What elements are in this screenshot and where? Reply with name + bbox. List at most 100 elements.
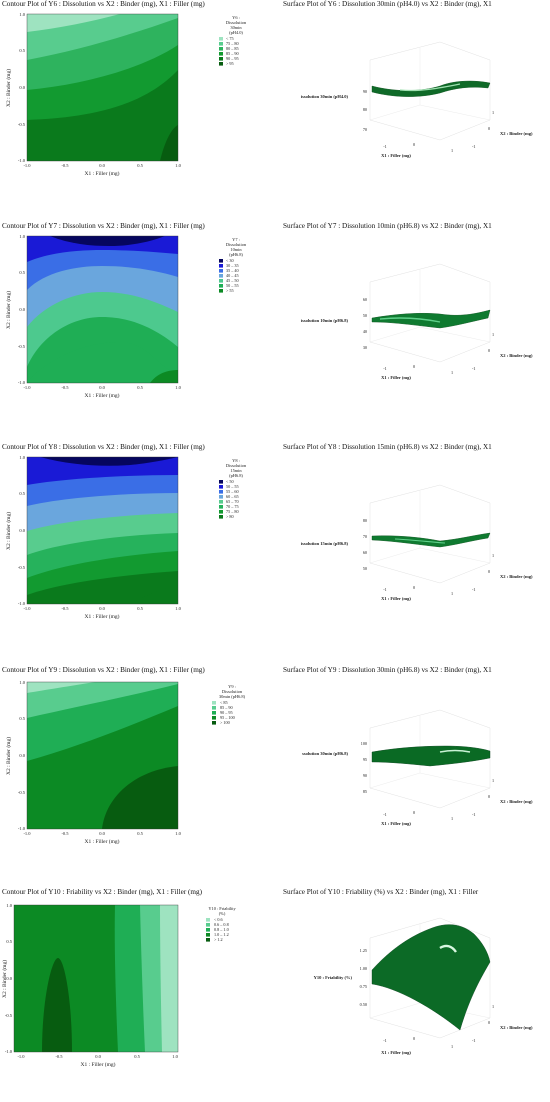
contour-band-gt-95 — [160, 125, 178, 161]
surface-y-tick: 1 — [492, 553, 494, 558]
surface-y-tick: 0 — [488, 126, 490, 131]
x-tick: -1.0 — [23, 831, 31, 836]
panel-y10-graphics: 1.0 0.5 0.0 -0.5 -1.0 -1.0 -0.5 0.0 0.5 … — [1, 903, 533, 1068]
surface-z-label: issolution 30min (pH4.0) — [301, 94, 349, 99]
legend-item-label: < 0.6 — [214, 917, 223, 922]
y-tick: -1.0 — [5, 1049, 13, 1054]
x-tick: 1.0 — [175, 606, 181, 611]
surface-plot — [369, 41, 491, 141]
legend-title-line: Y9 : — [228, 684, 236, 689]
surface-z-ticks: 100 95 90 85 — [361, 741, 367, 794]
surface-mesh — [371, 309, 491, 329]
panel-y8-graphics: 1.0 0.5 0.0 -0.5 -1.0 -1.0 -0.5 0.0 0.5 … — [5, 455, 533, 620]
surface-y-label: X2 : Binder (mg) — [500, 131, 533, 136]
surface-x-label: X1 : Filler (mg) — [381, 375, 411, 380]
legend-item-label: 30 – 35 — [226, 263, 239, 268]
surface-floor-grid — [369, 547, 491, 564]
surface-mesh — [371, 924, 491, 1031]
legend-swatch — [219, 490, 223, 494]
surface-y-ticks: 1 0 -1 — [472, 332, 494, 371]
legend-item-label: 55 – 60 — [226, 489, 239, 494]
surface-x-ticks: -1 0 1 — [383, 810, 453, 821]
surface-highlight — [379, 317, 441, 323]
x-tick: 0.0 — [99, 385, 105, 390]
surface-title: Surface Plot of Y10 : Friability (%) vs … — [283, 888, 479, 896]
surface-plot — [369, 263, 491, 363]
legend-item-label: 40 – 45 — [226, 273, 239, 278]
surface-x-label: X1 : Filler (mg) — [381, 153, 411, 158]
legend-item-label: 65 – 70 — [226, 499, 239, 504]
contour-band-lt-75 — [27, 14, 120, 32]
y-tick: -0.5 — [18, 344, 26, 349]
surface-y-tick: 1 — [492, 110, 494, 115]
legend-item-label: > 95 — [226, 61, 234, 66]
z-tick: 100 — [361, 741, 367, 746]
surface-y-tick: 0 — [488, 348, 490, 353]
legend-title-line: 30min — [230, 25, 242, 30]
surface-x-tick: 1 — [451, 591, 453, 596]
legend-item-label: 90 – 95 — [220, 710, 233, 715]
legend-swatch — [212, 721, 216, 725]
contour-plot — [13, 904, 179, 1053]
legend-item-label: 0.8 – 1.0 — [214, 927, 229, 932]
contour-plot — [26, 456, 179, 605]
legend-item-label: 85 – 90 — [220, 705, 233, 710]
y-tick: 0.5 — [19, 48, 25, 53]
contour-frame — [26, 235, 179, 384]
surface-y-ticks: 1 0 -1 — [472, 553, 494, 592]
surface-title: Surface Plot of Y9 : Dissolution 30min (… — [283, 666, 492, 674]
panel-y9-graphics: 1.0 0.5 0.0 -0.5 -1.0 -1.0 -0.5 0.0 0.5 … — [5, 680, 533, 845]
z-tick: 1.25 — [360, 948, 367, 953]
legend-item-label: > 80 — [226, 514, 234, 519]
y-ticks: 1.0 0.5 0.0 -0.5 -1.0 — [18, 680, 26, 831]
surface-plot — [369, 917, 491, 1039]
legend-swatch — [219, 62, 223, 66]
legend-swatch — [219, 42, 223, 46]
x-tick: 0.5 — [137, 385, 143, 390]
x-tick: 1.0 — [175, 831, 181, 836]
contour-band-50-55 — [27, 457, 178, 485]
surface-y-tick: 0 — [488, 569, 490, 574]
z-tick: 60 — [363, 550, 367, 555]
legend-item-label: 35 – 40 — [226, 268, 239, 273]
legend-item-label: 0.6 – 0.8 — [214, 922, 229, 927]
contour-frame — [26, 456, 179, 605]
y-ticks: 1.0 0.5 0.0 -0.5 -1.0 — [18, 455, 26, 606]
surface-highlight — [394, 538, 446, 544]
surface-x-tick: 0 — [413, 810, 415, 815]
legend-swatch — [206, 933, 210, 937]
surface-x-tick: 0 — [413, 585, 415, 590]
x-tick: 1.0 — [172, 1054, 178, 1059]
legend-item-label: 90 – 95 — [226, 56, 239, 61]
surface-x-tick: 1 — [451, 148, 453, 153]
y-axis-label: X2 : Binder (mg) — [5, 291, 12, 329]
x-tick: 0.0 — [99, 831, 105, 836]
surface-x-tick: 0 — [413, 364, 415, 369]
z-tick: 60 — [363, 297, 367, 302]
panel-y7-graphics: 1.0 0.5 0.0 -0.5 -1.0 -1.0 -0.5 0.0 0.5 … — [5, 234, 533, 399]
surface-x-tick: 1 — [451, 1044, 453, 1049]
legend-item-label: 70 – 75 — [226, 504, 239, 509]
legend-swatch — [219, 37, 223, 41]
surface-title: Surface Plot of Y8 : Dissolution 15min (… — [283, 443, 492, 451]
surface-title: Surface Plot of Y6 : Dissolution 30min (… — [283, 0, 492, 8]
x-axis-label: X1 : Filler (mg) — [85, 838, 120, 845]
legend-swatch — [212, 711, 216, 715]
contour-band-lt-50 — [40, 457, 178, 466]
legend-title-line: (%) — [219, 911, 226, 916]
legend-item-label: < 85 — [220, 700, 228, 705]
legend-swatch — [212, 701, 216, 705]
legend: Y6 : Dissolution 30min (pH4.0) < 75 75 –… — [219, 15, 247, 66]
surface-y-tick: -1 — [472, 812, 476, 817]
panel-y8: Contour Plot of Y8 : Dissolution vs X2 :… — [0, 443, 550, 657]
surface-x-tick: -1 — [383, 366, 387, 371]
legend-swatch — [219, 495, 223, 499]
contour-title: Contour Plot of Y7 : Dissolution vs X2 :… — [2, 222, 205, 230]
z-tick: 30 — [363, 345, 367, 350]
x-tick: -1.0 — [23, 163, 31, 168]
legend-item-label: < 30 — [226, 258, 234, 263]
y-ticks: 1.0 0.5 0.0 -0.5 -1.0 — [18, 234, 26, 385]
legend-swatch — [206, 938, 210, 942]
surface-z-ticks: 80 70 60 50 — [363, 518, 367, 571]
legend-item-label: 60 – 65 — [226, 494, 239, 499]
